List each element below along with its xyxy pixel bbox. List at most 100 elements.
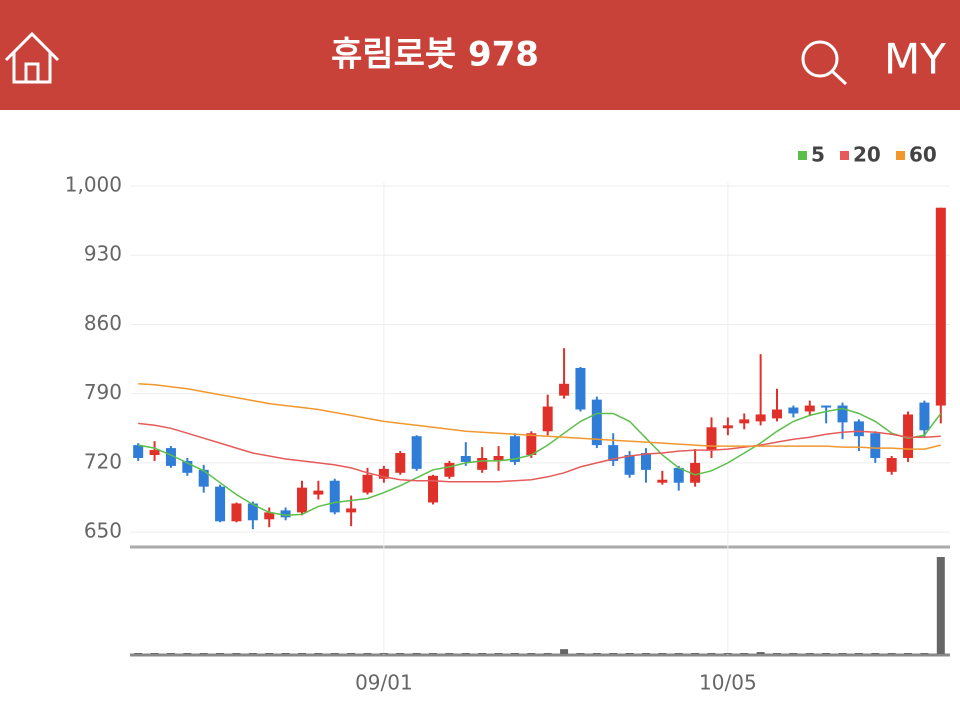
volume-bar (920, 653, 929, 654)
legend-swatch (896, 151, 905, 160)
candle-body (133, 445, 144, 458)
y-tick-label: 860 (84, 311, 122, 335)
volume-bar (347, 653, 356, 654)
volume-bar (445, 653, 454, 654)
volume-bar (461, 653, 470, 654)
volume-bar (854, 653, 863, 654)
volume-bar (429, 653, 438, 654)
volume-bar (510, 653, 519, 654)
volume-bar (363, 653, 372, 654)
volume-bar (576, 653, 585, 654)
plot: 650 720 790 860 930 1,000 09/01 10/05 5 20 60 (65, 143, 950, 695)
candle-body (903, 414, 914, 458)
candle-body (215, 486, 226, 522)
volume-bar (936, 557, 945, 654)
volume-bar (297, 653, 306, 654)
volume-bar (756, 652, 765, 654)
legend-label: 60 (909, 143, 937, 167)
volume-bar (789, 653, 798, 654)
volume-bar (232, 653, 241, 654)
volume-bar (691, 653, 700, 654)
volume-bar (216, 653, 225, 654)
candle-body (788, 407, 799, 414)
candle-body (182, 460, 193, 473)
candle-body (624, 455, 635, 475)
candle-body (886, 457, 897, 472)
candle-body (690, 462, 701, 483)
volume-bar (740, 653, 749, 654)
candle-body (231, 503, 242, 522)
legend-label: 5 (811, 143, 825, 167)
candle-body (428, 475, 439, 503)
candle-body (198, 469, 209, 487)
candle-body (493, 455, 504, 461)
home-button[interactable] (4, 31, 60, 84)
y-tick-label: 790 (84, 380, 122, 404)
candle-body (378, 468, 389, 479)
volume-bar (773, 653, 782, 654)
volume-bar (543, 653, 552, 654)
volume-bar (871, 653, 880, 654)
y-tick-label: 720 (84, 449, 122, 473)
volume-bar (904, 653, 913, 654)
candle-body (165, 448, 176, 466)
x-tick-label: 10/05 (699, 671, 757, 695)
candle-body (296, 487, 307, 513)
volume-bar (478, 653, 487, 654)
volume-bar (150, 653, 159, 654)
candle-body (329, 480, 340, 513)
volume-bar (183, 653, 192, 654)
candle-body (722, 425, 733, 429)
candle-body (870, 433, 881, 458)
volume-bar (641, 653, 650, 654)
candle-body (313, 490, 324, 495)
candle-body (264, 512, 275, 520)
candle-body (411, 436, 422, 469)
header-title: 휴림로봇 978 (331, 35, 539, 75)
candle-body (395, 453, 406, 473)
candle-body (935, 207, 946, 406)
volume-bar (838, 653, 847, 654)
volume-bar (134, 653, 143, 654)
candle-body (280, 510, 291, 518)
volume-bar (805, 653, 814, 654)
my-button[interactable]: MY (884, 35, 946, 84)
candle-body (837, 405, 848, 423)
candle-body (739, 419, 750, 424)
candle-body (640, 453, 651, 470)
volume-bar (592, 653, 601, 654)
volume-bar (494, 653, 503, 654)
ma-line (138, 422, 941, 483)
header-bar (0, 0, 960, 110)
legend-label: 20 (853, 143, 881, 167)
ma-line (138, 383, 941, 450)
volume-bar (265, 653, 274, 654)
volume-bar (379, 653, 388, 654)
volume-bar (625, 653, 634, 654)
home-icon (4, 31, 60, 84)
search-button[interactable] (801, 40, 848, 86)
volume-bar (723, 653, 732, 654)
candle-body (444, 462, 455, 477)
candle-body (853, 421, 864, 437)
volume-bar (658, 653, 667, 654)
candle-body (575, 367, 586, 410)
volume-bar (248, 653, 257, 654)
candle-body (608, 445, 619, 461)
volume-bar (674, 653, 683, 654)
candle-body (460, 455, 471, 462)
candle-body (804, 405, 815, 412)
y-tick-label: 650 (84, 519, 122, 543)
volume-bar (314, 653, 323, 654)
candle-body (919, 402, 930, 431)
search-icon (801, 40, 839, 78)
candle-body (346, 508, 357, 513)
candle-body (706, 427, 717, 451)
candle-body (526, 433, 537, 456)
volume-bar (887, 653, 896, 654)
legend-swatch (798, 151, 807, 160)
ma-line (138, 407, 942, 517)
candle-body (559, 383, 570, 396)
